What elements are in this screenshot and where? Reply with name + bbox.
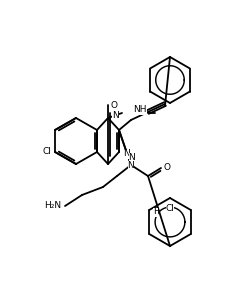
- Text: N: N: [129, 153, 135, 162]
- Text: N: N: [128, 160, 134, 169]
- Text: Cl: Cl: [42, 147, 51, 157]
- Text: N: N: [112, 111, 119, 120]
- Text: H₂N: H₂N: [44, 202, 61, 210]
- Text: O: O: [164, 162, 171, 171]
- Text: F: F: [153, 208, 158, 217]
- Text: N: N: [123, 149, 130, 158]
- Text: NH: NH: [133, 105, 147, 114]
- Text: Cl: Cl: [166, 204, 174, 213]
- Text: O: O: [111, 100, 118, 109]
